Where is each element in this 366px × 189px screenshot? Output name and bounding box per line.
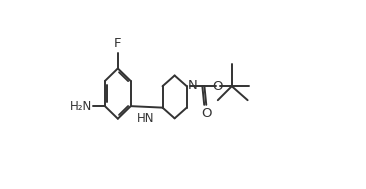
Text: HN: HN: [137, 112, 154, 125]
Text: H₂N: H₂N: [70, 100, 92, 113]
Text: O: O: [201, 107, 212, 120]
Text: O: O: [213, 80, 223, 93]
Text: N: N: [188, 79, 198, 92]
Text: F: F: [114, 37, 122, 50]
